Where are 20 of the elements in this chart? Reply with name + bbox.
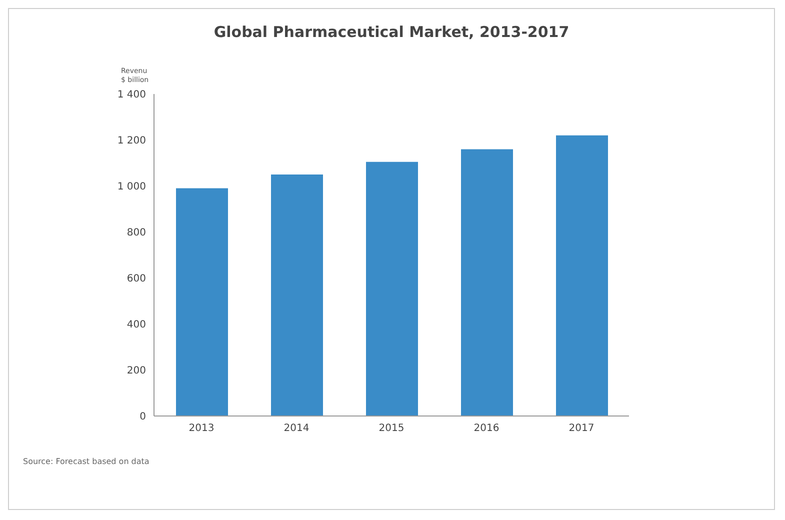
y-tick-label: 800 [126,228,146,239]
x-tick-label: 2014 [284,423,310,434]
y-tick-label: 200 [126,366,146,377]
bar [176,188,228,416]
source-note: Source: Forecast based on data [23,457,150,466]
y-tick-label: 0 [140,412,146,423]
bar [271,174,323,416]
x-tick-label: 2013 [188,423,214,434]
y-tick-label: 1 000 [117,182,146,193]
bar [556,135,608,416]
chart-title: Global Pharmaceutical Market, 2013-2017 [212,23,570,41]
y-tick-label: 600 [126,274,146,285]
y-tick-label: 1 400 [117,90,146,101]
bar [366,162,418,416]
x-tick-label: 2016 [474,423,500,434]
y-tick-label: 1 200 [117,136,146,147]
x-tick-label: 2017 [568,423,594,434]
bar [461,149,513,416]
x-tick-label: 2015 [378,423,404,434]
y-tick-label: 400 [126,320,146,331]
